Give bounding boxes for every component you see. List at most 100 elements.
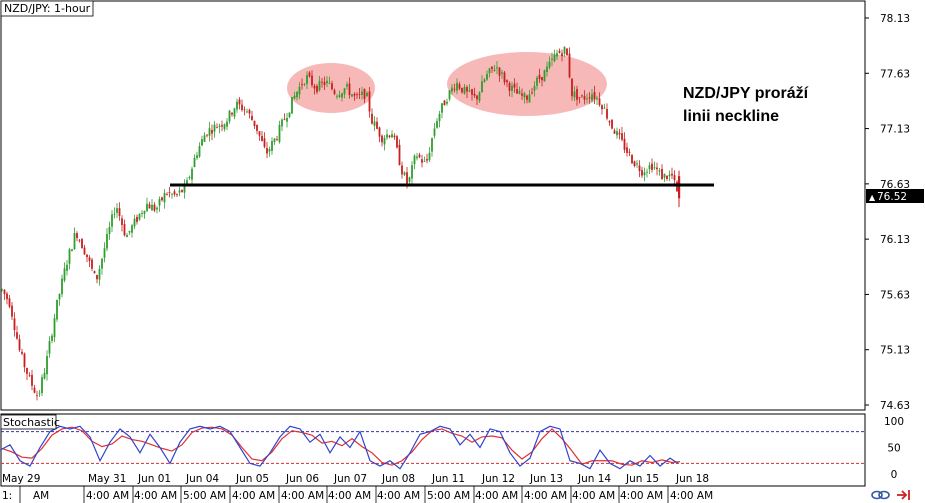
x-date-label: Jun 15: [625, 473, 659, 485]
candle-body: [68, 249, 71, 264]
x-date-label: Jun 07: [333, 473, 367, 485]
candle-body: [561, 53, 563, 57]
candle-body: [241, 104, 243, 111]
candle-body: [613, 130, 616, 134]
candle-body: [311, 75, 313, 86]
candle-body: [406, 172, 408, 184]
candle-body: [588, 97, 591, 99]
candle-body: [601, 105, 603, 110]
candle-body: [43, 372, 46, 379]
candle-body: [48, 341, 51, 354]
y-tick-label: 75.13: [880, 345, 910, 357]
candle-body: [291, 97, 293, 114]
candle-body: [131, 225, 133, 233]
candle-body: [651, 163, 653, 170]
candle-body: [258, 131, 261, 136]
candle-body: [21, 351, 23, 354]
candle-body: [163, 192, 166, 203]
candle-body: [308, 72, 311, 77]
candle-body: [281, 119, 283, 127]
y-tick-label: 74.63: [880, 400, 910, 412]
candle-body: [46, 355, 48, 375]
candle-body: [173, 191, 176, 195]
candle-body: [638, 165, 641, 171]
candle-body: [603, 107, 606, 109]
candle-body: [321, 81, 323, 83]
candle-body: [296, 91, 298, 98]
arrow-right-icon[interactable]: [897, 490, 910, 500]
candle-body: [293, 95, 296, 99]
candle-body: [183, 184, 186, 193]
candle-body: [126, 234, 128, 238]
candle-body: [168, 192, 171, 193]
candle-body: [423, 161, 426, 162]
candle-body: [658, 170, 661, 172]
candle-body: [63, 268, 66, 281]
x-time-label: AM: [33, 490, 49, 502]
candle-body: [386, 134, 388, 138]
candle-body: [466, 87, 468, 92]
candle-body: [531, 92, 533, 94]
candle-body: [253, 120, 256, 127]
candle-body: [211, 130, 213, 134]
candle-body: [478, 92, 481, 101]
candle-body: [551, 58, 553, 60]
candle-body: [628, 151, 631, 153]
candle-body: [166, 194, 168, 195]
candle-body: [483, 79, 486, 82]
x-date-label: May 31: [88, 473, 126, 485]
candle-body: [656, 167, 658, 170]
candle-body: [153, 204, 156, 211]
x-time-label: 4:00 AM: [134, 490, 177, 502]
annotation-line-1: NZD/JPY proráží: [683, 85, 809, 102]
candle-body: [223, 124, 226, 130]
candle-body: [3, 289, 6, 295]
candle-body: [221, 125, 223, 127]
x-date-label: Jun 04: [185, 473, 219, 485]
candle-body: [573, 91, 576, 98]
candle-body: [596, 98, 598, 100]
candle-body: [306, 75, 308, 84]
candle-body: [471, 89, 473, 95]
candle-body: [456, 82, 458, 91]
candle-body: [491, 66, 493, 69]
candle-body: [566, 48, 568, 56]
candle-body: [498, 67, 501, 76]
candle-body: [336, 95, 338, 97]
chain-link-icon[interactable]: [871, 490, 890, 500]
candle-body: [493, 69, 496, 71]
candle-body: [426, 159, 428, 161]
candle-body: [188, 177, 191, 179]
candle-body: [171, 193, 173, 195]
candle-body: [391, 134, 393, 138]
candle-body: [453, 88, 456, 90]
candle-body: [71, 249, 73, 252]
x-time-label: 4:00 AM: [328, 490, 371, 502]
x-date-label: Jun 06: [285, 473, 319, 485]
candle-body: [443, 100, 446, 106]
x-time-label: 4:00 AM: [232, 490, 275, 502]
candle-body: [373, 121, 376, 126]
candle-body: [548, 61, 551, 68]
candle-body: [333, 90, 336, 95]
stochastic-label: Stochastic: [3, 416, 60, 429]
candle-body: [38, 392, 41, 394]
candle-body: [143, 210, 146, 214]
last-price-box: [866, 189, 924, 203]
candle-body: [508, 83, 511, 91]
x-time-label: 4:00 AM: [377, 490, 420, 502]
x-date-label: Jun 18: [675, 473, 709, 485]
candle-body: [118, 208, 121, 216]
right-top-ellipse: [447, 52, 607, 116]
candle-body: [441, 103, 443, 113]
title-box: [0, 0, 94, 17]
candle-body: [516, 89, 518, 94]
candle-body: [16, 332, 18, 339]
candle-body: [11, 305, 13, 317]
candle-body: [141, 212, 143, 214]
candle-body: [233, 108, 236, 117]
candle-body: [93, 271, 96, 274]
stochastic-tick-label: 100: [884, 416, 904, 428]
candle-body: [616, 131, 618, 136]
candle-body: [421, 159, 423, 163]
